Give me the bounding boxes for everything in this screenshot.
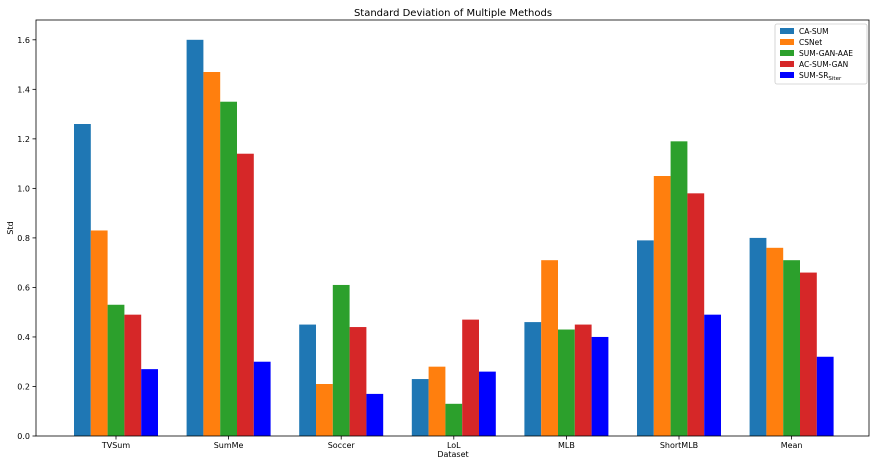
bar <box>316 384 333 436</box>
bar <box>462 319 479 436</box>
y-tick-label: 1.4 <box>17 85 30 94</box>
legend-label: CA-SUM <box>799 27 829 36</box>
bar <box>90 230 108 436</box>
bar <box>816 356 834 436</box>
x-tick-label: Soccer <box>328 441 356 450</box>
y-tick-label: 0.8 <box>17 234 30 243</box>
bar <box>704 314 721 436</box>
x-tick-label: MLB <box>558 441 575 450</box>
bar <box>800 272 817 436</box>
bar <box>332 284 350 436</box>
bar <box>653 176 671 436</box>
x-axis-title: Dataset <box>437 450 468 459</box>
bar <box>445 403 463 436</box>
legend-label: SUM-SRSiter <box>799 71 842 82</box>
bar <box>299 324 316 436</box>
x-tick-label: LoL <box>447 441 461 450</box>
x-tick-label: TVSum <box>101 441 131 450</box>
legend-label-subscript: Siter <box>828 76 842 82</box>
plot-frame <box>35 19 870 437</box>
bar <box>349 327 367 436</box>
bar <box>524 322 542 436</box>
bar <box>687 193 705 436</box>
legend-swatch <box>780 39 794 45</box>
bar <box>574 324 592 436</box>
y-tick-label: 1.6 <box>17 36 30 45</box>
bar <box>766 247 784 436</box>
x-tick-label: Mean <box>781 441 803 450</box>
y-tick-label: 0.0 <box>17 432 30 441</box>
bar <box>141 369 158 436</box>
y-tick-label: 1.2 <box>17 135 30 144</box>
legend-label: SUM-GAN-AAE <box>799 49 853 58</box>
bar <box>74 124 91 436</box>
bars-group <box>74 39 834 437</box>
legend-label-text: CA-SUM <box>799 27 829 36</box>
bar <box>541 260 558 436</box>
legend-label: CSNet <box>799 38 822 47</box>
x-axis: TVSum SumMe Soccer LoL MLB ShortMLB Mean <box>101 436 803 450</box>
legend-swatch <box>780 61 794 67</box>
y-tick-label: 0.2 <box>17 382 30 391</box>
legend-box <box>774 23 868 85</box>
bar <box>124 314 142 436</box>
bar <box>637 240 654 436</box>
legend-label-text: SUM-GAN-AAE <box>799 49 853 58</box>
bar <box>237 153 254 436</box>
legend-swatch <box>780 50 794 56</box>
bar <box>749 237 767 436</box>
legend-swatch <box>780 28 794 34</box>
bar <box>186 39 204 437</box>
legend-swatch <box>780 72 794 78</box>
bar <box>428 366 446 436</box>
bar <box>411 379 429 436</box>
y-axis-title: Std <box>6 221 15 234</box>
bar <box>591 336 609 436</box>
x-tick-label: ShortMLB <box>660 441 698 450</box>
bar <box>479 371 496 436</box>
legend-label-text: SUM-SR <box>799 71 828 80</box>
y-tick-label: 1.0 <box>17 184 30 193</box>
bar <box>670 141 688 437</box>
x-tick-label: SumMe <box>214 441 244 450</box>
bar <box>783 260 800 436</box>
legend-label-text: AC-SUM-GAN <box>799 60 848 69</box>
bar <box>203 72 221 436</box>
bar <box>366 393 384 436</box>
legend-label-text: CSNet <box>799 38 822 47</box>
y-tick-label: 0.4 <box>17 333 30 342</box>
chart-title: Standard Deviation of Multiple Methods <box>354 8 552 19</box>
legend-label: AC-SUM-GAN <box>799 60 848 69</box>
y-tick-label: 0.6 <box>17 283 30 292</box>
bar <box>253 361 271 436</box>
bar <box>558 329 575 436</box>
legend: CA-SUM CSNet SUM-GAN-AAE AC-SUM-GAN SUM-SRSi… <box>774 23 868 85</box>
bar <box>220 101 237 436</box>
y-axis: 0.0 0.2 0.4 0.6 0.8 1.0 1.2 1.4 1.6 <box>17 36 36 441</box>
bar <box>107 304 125 436</box>
